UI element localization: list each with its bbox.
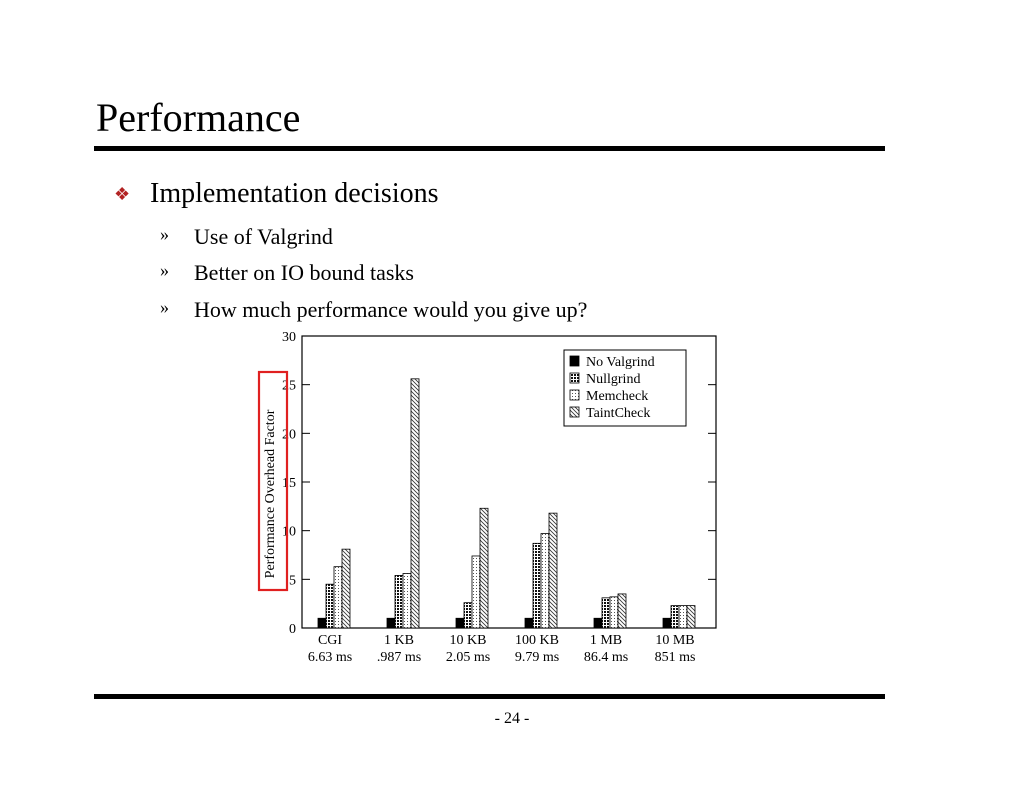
bullet-item: ❖ Implementation decisions: [114, 178, 439, 210]
page-number: - 24 -: [494, 710, 530, 727]
sub-marker: »: [160, 297, 169, 317]
bar: [341, 548, 351, 629]
bar: [333, 566, 343, 629]
bar: [325, 583, 335, 629]
x-tick-label: 1 MB: [590, 633, 622, 648]
x-tick-sublabel: .987 ms: [377, 650, 421, 665]
sub-item: » Use of Valgrind: [160, 224, 333, 250]
sub-item: » How much performance would you give up…: [160, 297, 587, 323]
legend-entry: Nullgrind: [586, 372, 640, 387]
bar: [678, 605, 688, 629]
y-tick-label: 25: [282, 379, 296, 394]
sub-item-text: Use of Valgrind: [194, 224, 333, 249]
bar: [479, 507, 489, 629]
legend-entry: No Valgrind: [586, 355, 655, 370]
x-tick-label: CGI: [318, 633, 342, 648]
diamond-bullet-icon: ❖: [114, 183, 131, 204]
bar: [540, 533, 550, 629]
bar: [463, 602, 473, 629]
bar: [670, 605, 680, 629]
y-tick-label: 5: [289, 573, 296, 588]
x-tick-sublabel: 851 ms: [655, 650, 696, 665]
legend-entry: Memcheck: [586, 389, 648, 404]
y-axis-label: Performance Overhead Factor: [263, 409, 278, 578]
x-tick-sublabel: 6.63 ms: [308, 650, 352, 665]
x-tick-label: 10 KB: [450, 633, 487, 648]
y-tick-label: 20: [282, 427, 296, 442]
y-tick-label: 30: [282, 330, 296, 345]
legend-entry: TaintCheck: [586, 406, 650, 421]
x-tick-label: 10 MB: [655, 633, 694, 648]
bar: [317, 617, 327, 629]
bar: [402, 573, 412, 629]
ylabel-highlight-box: [257, 370, 289, 592]
bar: [410, 378, 420, 629]
legend-swatch: [569, 389, 580, 401]
bar: [548, 512, 558, 629]
footer-rule: [94, 694, 885, 699]
y-tick-label: 10: [282, 525, 296, 540]
bar: [601, 597, 611, 629]
legend-swatch: [569, 372, 580, 384]
legend-box: [563, 349, 687, 427]
bar: [532, 542, 542, 629]
bar: [686, 605, 696, 629]
title-rule: [94, 146, 885, 151]
bar: [609, 596, 619, 629]
sub-marker: »: [160, 224, 169, 244]
x-tick-sublabel: 9.79 ms: [515, 650, 559, 665]
x-tick-label: 100 KB: [515, 633, 559, 648]
slide-title: Performance: [96, 95, 301, 140]
bar: [471, 555, 481, 629]
bar: [394, 575, 404, 629]
x-tick-label: 1 KB: [384, 633, 414, 648]
sub-item-text: How much performance would you give up?: [194, 297, 588, 322]
legend-swatch: [569, 355, 580, 367]
bar: [455, 617, 465, 629]
bar: [386, 617, 396, 629]
x-tick-sublabel: 86.4 ms: [584, 650, 628, 665]
x-tick-sublabel: 2.05 ms: [446, 650, 490, 665]
bar: [617, 593, 627, 629]
sub-marker: »: [160, 260, 169, 280]
bar: [662, 617, 672, 629]
bar: [593, 617, 603, 629]
legend-swatch: [569, 406, 580, 418]
bar: [524, 617, 534, 629]
bullet-text: Implementation decisions: [150, 178, 439, 209]
bar-chart: 0 5 10 15 20 25 30 CGI 6.63 ms 1 KB .987 ms 10 KB 2.…: [257, 330, 717, 665]
sub-item-text: Better on IO bound tasks: [194, 260, 414, 285]
y-tick-label: 15: [282, 476, 296, 491]
y-tick-label: 0: [289, 622, 296, 637]
sub-item: » Better on IO bound tasks: [160, 260, 414, 286]
